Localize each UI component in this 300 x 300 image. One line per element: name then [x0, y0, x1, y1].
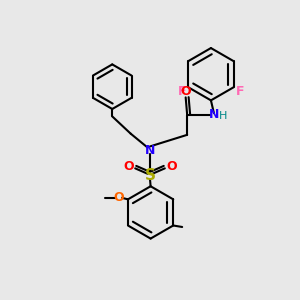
- Text: H: H: [219, 111, 227, 121]
- Text: N: N: [145, 143, 155, 157]
- Text: F: F: [236, 85, 244, 98]
- Text: F: F: [178, 85, 186, 98]
- Text: O: O: [114, 191, 124, 204]
- Text: O: O: [180, 85, 191, 98]
- Text: O: O: [166, 160, 177, 173]
- Text: S: S: [145, 168, 155, 183]
- Text: O: O: [123, 160, 134, 173]
- Text: N: N: [209, 108, 219, 121]
